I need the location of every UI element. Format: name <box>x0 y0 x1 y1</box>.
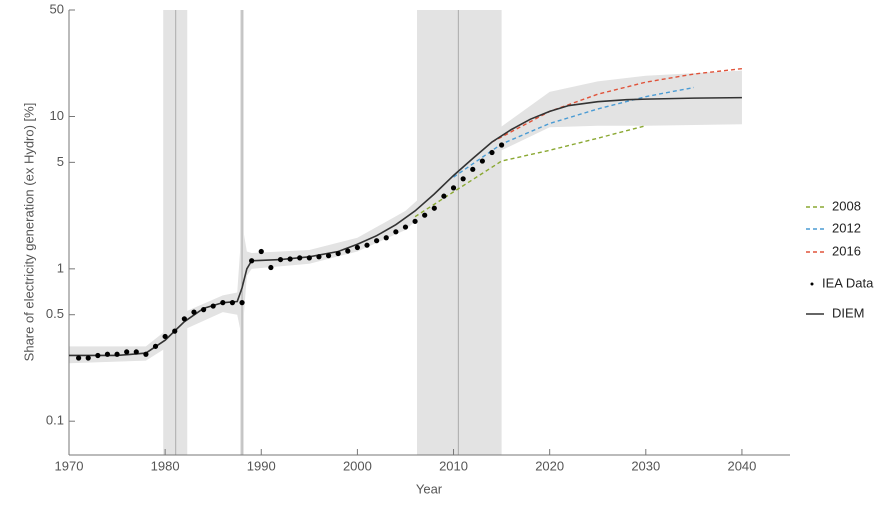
data-point <box>354 244 360 251</box>
data-point <box>258 248 264 255</box>
data-point <box>479 158 485 164</box>
data-point <box>470 166 476 172</box>
x-tick-label: 2030 <box>631 458 660 473</box>
data-point <box>76 355 82 361</box>
x-tick-label: 2000 <box>343 458 372 473</box>
data-point <box>306 255 312 261</box>
x-tick-label: 1990 <box>247 458 276 473</box>
data-point <box>162 333 168 340</box>
data-point <box>335 250 341 257</box>
data-point <box>104 351 111 357</box>
x-tick-label: 2010 <box>439 458 468 473</box>
data-point <box>95 352 101 359</box>
x-tick-label: 2020 <box>535 458 564 473</box>
y-axis-label: Share of electricity generation (ex Hydr… <box>21 103 36 362</box>
data-point <box>210 303 216 309</box>
y-tick-label: 10 <box>50 108 64 123</box>
data-point <box>460 176 466 182</box>
data-point <box>268 264 274 271</box>
y-tick-label: 50 <box>50 1 64 16</box>
data-point <box>133 349 139 355</box>
data-point <box>114 351 120 357</box>
data-point <box>249 258 255 264</box>
data-point <box>422 212 428 218</box>
data-point <box>402 224 409 230</box>
series-line <box>414 125 646 218</box>
data-point <box>499 142 505 148</box>
x-tick-label: 2040 <box>727 458 756 473</box>
data-point <box>297 255 303 261</box>
data-point <box>220 300 226 306</box>
data-point <box>489 149 495 156</box>
legend-label: DIEM <box>832 305 865 320</box>
x-tick-label: 1980 <box>151 458 180 473</box>
data-point <box>239 300 245 306</box>
data-point <box>152 343 159 349</box>
y-tick-label: 0.1 <box>46 413 64 428</box>
data-point <box>143 351 149 357</box>
data-point <box>345 248 351 254</box>
data-point <box>325 253 332 259</box>
data-point <box>316 254 322 260</box>
y-tick-label: 0.5 <box>46 306 64 321</box>
legend-label: 2012 <box>832 220 861 235</box>
data-point <box>393 229 399 235</box>
data-point <box>441 193 447 199</box>
data-point <box>383 235 389 241</box>
data-point <box>287 256 293 262</box>
legend-label: IEA Data <box>822 275 874 290</box>
data-point <box>364 242 370 248</box>
data-point <box>200 307 207 313</box>
data-point <box>431 205 437 211</box>
data-point <box>191 309 197 315</box>
legend-symbol <box>810 282 814 286</box>
legend-label: 2008 <box>832 198 861 213</box>
x-axis-label: Year <box>416 481 443 496</box>
y-tick-label: 5 <box>57 154 64 169</box>
data-point <box>412 218 418 224</box>
data-point <box>124 349 130 355</box>
shaded-region <box>417 10 502 455</box>
data-point <box>85 355 91 361</box>
y-tick-label: 1 <box>57 260 64 275</box>
x-tick-label: 1970 <box>55 458 84 473</box>
data-point <box>172 328 178 334</box>
data-point <box>277 256 284 263</box>
series-line <box>453 86 694 178</box>
data-point <box>374 238 380 244</box>
legend-label: 2016 <box>832 243 861 258</box>
series-line <box>491 67 743 143</box>
data-point <box>450 185 457 191</box>
data-point <box>229 300 236 306</box>
data-point <box>181 316 187 322</box>
